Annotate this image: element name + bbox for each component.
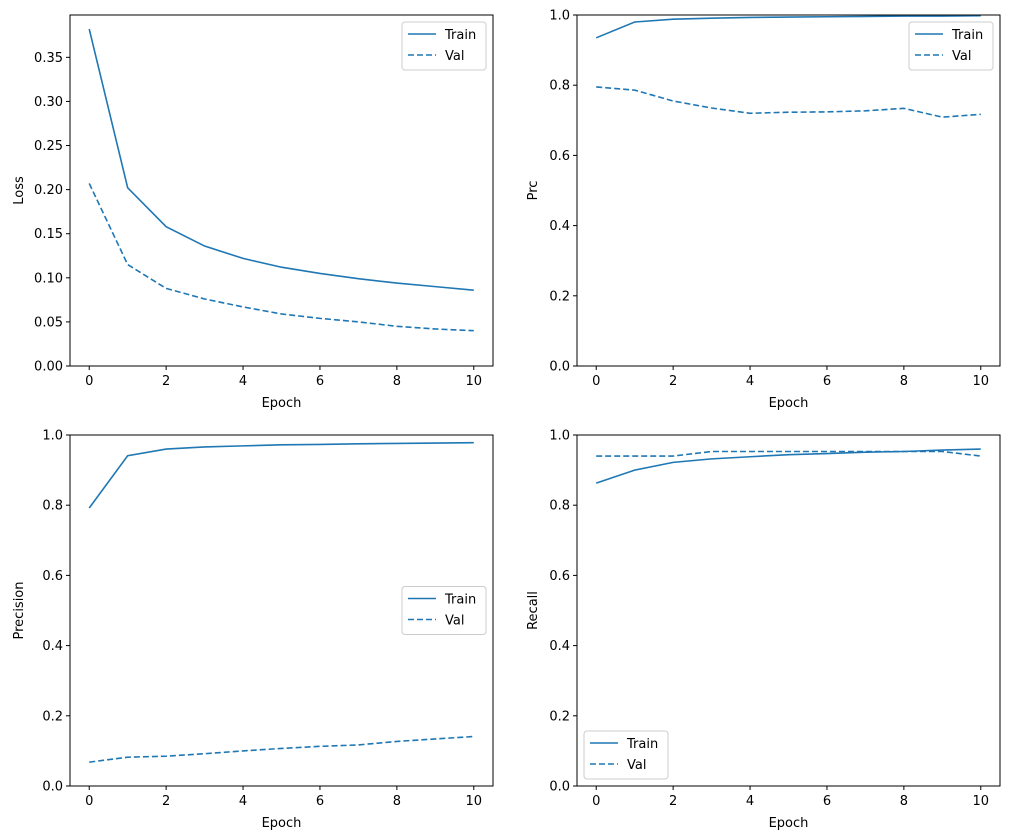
y-tick-label: 0.8	[42, 499, 63, 514]
y-tick-label: 0.6	[42, 569, 63, 584]
y-tick-label: 0.35	[34, 51, 63, 66]
x-axis-label: Epoch	[769, 816, 809, 831]
x-tick-label: 2	[162, 374, 170, 389]
y-tick-label: 0.2	[549, 289, 570, 304]
x-tick-label: 8	[393, 794, 401, 809]
y-tick-label: 0.6	[549, 149, 570, 164]
subplot-loss: 0 2 4 6 8 10 0.00 0.05 0.10 0.15 0.20 0.25 0.30 0.35 E…	[12, 14, 494, 411]
legend: Train Val	[401, 21, 487, 71]
y-tick-label: 1.0	[42, 429, 63, 444]
y-tick-label: 0.2	[549, 709, 570, 724]
x-tick-label: 2	[669, 374, 677, 389]
x-tick-label: 6	[823, 374, 831, 389]
y-tick-label: 0.20	[34, 183, 63, 198]
legend-label: Val	[627, 758, 646, 773]
y-tick-label: 0.4	[549, 219, 570, 234]
series-line-train	[88, 28, 474, 291]
x-tick-label: 8	[393, 374, 401, 389]
x-tick-label: 10	[972, 374, 989, 389]
y-axis-label: Prc	[526, 181, 541, 201]
subplot-recall: 0 2 4 6 8 10 0.0 0.2 0.4 0.6 0.8 1.0 Epoch Recall Trai…	[526, 429, 1001, 831]
series-line-train	[88, 441, 474, 509]
legend-label: Train	[951, 28, 983, 43]
x-tick-label: 4	[746, 374, 754, 389]
legend-label: Val	[952, 49, 971, 64]
y-tick-label: 1.0	[549, 9, 570, 24]
x-tick-label: 4	[239, 374, 247, 389]
series-line-val	[596, 86, 981, 118]
axes-frame	[576, 434, 1001, 787]
subplot-precision: 0 2 4 6 8 10 0.0 0.2 0.4 0.6 0.8 1.0 Epoch Precision T…	[12, 429, 494, 831]
y-tick-label: 0.25	[34, 139, 63, 154]
y-tick-label: 0.0	[42, 780, 63, 795]
x-tick-label: 0	[85, 374, 93, 389]
series-line-val	[596, 450, 981, 457]
y-tick-label: 0.4	[549, 639, 570, 654]
x-tick-label: 0	[592, 374, 600, 389]
legend: Train Val	[401, 586, 487, 635]
subplot-prc: 0 2 4 6 8 10 0.0 0.2 0.4 0.6 0.8 1.0 Epoch Prc Train Va…	[526, 9, 1001, 411]
y-tick-label: 0.8	[549, 499, 570, 514]
x-tick-label: 0	[592, 794, 600, 809]
series-line-val	[89, 735, 474, 763]
legend-label: Train	[444, 593, 476, 608]
x-tick-label: 4	[746, 794, 754, 809]
x-tick-label: 0	[85, 794, 93, 809]
legend-label: Val	[445, 614, 464, 629]
axes-frame	[69, 14, 494, 367]
legend-label: Val	[445, 49, 464, 64]
legend-label: Train	[444, 28, 476, 43]
legend-label: Train	[626, 737, 658, 752]
y-tick-label: 0.8	[549, 79, 570, 94]
y-axis-label: Precision	[12, 581, 27, 639]
x-tick-label: 6	[823, 794, 831, 809]
legend: Train Val	[908, 21, 994, 71]
x-tick-label: 8	[900, 794, 908, 809]
series-line-val	[88, 183, 474, 332]
x-tick-label: 10	[465, 374, 482, 389]
x-axis-label: Epoch	[262, 396, 302, 411]
x-tick-label: 6	[316, 374, 324, 389]
x-tick-label: 8	[900, 374, 908, 389]
y-axis-label: Loss	[12, 176, 27, 205]
y-tick-label: 0.0	[549, 780, 570, 795]
axes-frame	[576, 14, 1001, 367]
series-line-train	[595, 448, 981, 484]
x-tick-label: 2	[162, 794, 170, 809]
y-tick-label: 0.6	[549, 569, 570, 584]
y-tick-label: 0.0	[549, 360, 570, 375]
y-tick-label: 0.00	[34, 360, 63, 375]
x-axis-label: Epoch	[769, 396, 809, 411]
x-tick-label: 2	[669, 794, 677, 809]
y-tick-label: 1.0	[549, 429, 570, 444]
y-tick-label: 0.05	[34, 315, 63, 330]
y-tick-label: 0.15	[34, 227, 63, 242]
legend: Train Val	[583, 730, 669, 780]
axes-frame	[69, 434, 494, 787]
x-axis-label: Epoch	[262, 816, 302, 831]
y-tick-label: 0.30	[34, 95, 63, 110]
x-tick-label: 10	[465, 794, 482, 809]
y-tick-label: 0.4	[42, 639, 63, 654]
series-line-train	[595, 14, 981, 39]
x-tick-label: 4	[239, 794, 247, 809]
y-tick-label: 0.10	[34, 271, 63, 286]
x-tick-label: 10	[972, 794, 989, 809]
x-tick-label: 6	[316, 794, 324, 809]
y-axis-label: Recall	[526, 591, 541, 630]
y-tick-label: 0.2	[42, 709, 63, 724]
